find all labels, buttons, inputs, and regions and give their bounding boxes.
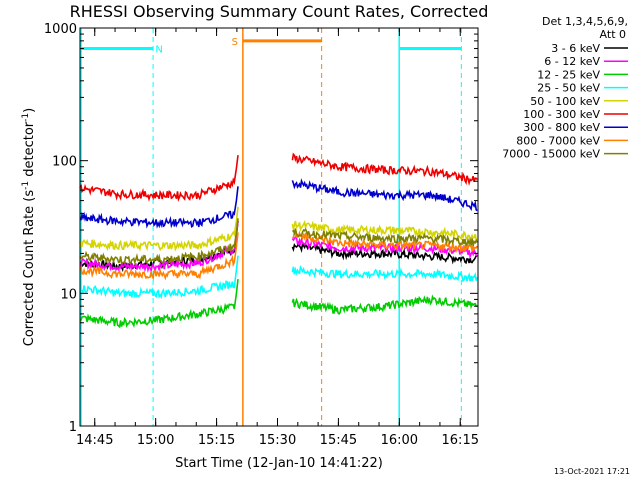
legend-label-4: 50 - 100 keV — [530, 95, 600, 108]
legend-label-0: 3 - 6 keV — [551, 42, 600, 55]
y-tick-label-2: 100 — [52, 155, 77, 170]
chart-title: RHESSI Observing Summary Count Rates, Co… — [70, 2, 489, 21]
legend-label-6: 300 - 800 keV — [523, 121, 600, 134]
legend-label-3: 25 - 50 keV — [537, 82, 600, 95]
series-line-8 — [79, 218, 478, 265]
legend-header-line-2: Att 0 — [600, 28, 626, 41]
series-line-4 — [79, 206, 478, 252]
x-tick-label-6: 16:15 — [442, 433, 479, 448]
legend-label-2: 12 - 25 keV — [537, 68, 600, 81]
y-tick-label-1: 10 — [60, 287, 77, 302]
series-line-3 — [79, 255, 478, 300]
y-tick-label-0: 1 — [69, 420, 77, 435]
series-line-6 — [79, 178, 478, 229]
event-label-N: N — [155, 45, 162, 56]
series-line-0 — [79, 220, 478, 273]
series-line-2 — [79, 279, 478, 329]
legend-label-1: 6 - 12 keV — [544, 55, 600, 68]
series-line-7 — [79, 230, 478, 281]
event-label-S: S — [232, 37, 238, 48]
x-axis: 14:45 15:00 15:15 15:30 15:45 16:00 16:15 — [76, 28, 479, 448]
legend-label-5: 100 - 300 keV — [523, 108, 600, 121]
x-axis-label: Start Time (12-Jan-10 14:41:22) — [175, 456, 383, 471]
x-tick-label-5: 16:00 — [381, 433, 418, 448]
plot-area: NS — [80, 28, 462, 426]
y-axis: 1 10 100 1000 — [44, 22, 478, 435]
legend-label-8: 7000 - 15000 keV — [502, 148, 600, 161]
x-tick-label-0: 14:45 — [76, 433, 113, 448]
x-tick-label-1: 15:00 — [137, 433, 174, 448]
series-line-5 — [79, 152, 478, 203]
data-series-group — [79, 152, 478, 329]
legend-header-line-1: Det 1,3,4,5,6,9, — [542, 15, 628, 28]
x-tick-label-4: 15:45 — [320, 433, 357, 448]
x-tick-label-3: 15:30 — [259, 433, 296, 448]
legend-label-7: 800 - 7000 keV — [516, 134, 600, 147]
y-tick-label-3: 1000 — [44, 22, 77, 37]
timestamp-annotation: 13-Oct-2021 17:21 — [554, 467, 630, 476]
x-tick-label-2: 15:15 — [198, 433, 235, 448]
y-axis-label: Corrected Count Rate (s-1 detector-1) — [21, 108, 37, 346]
plot-frame — [79, 27, 479, 427]
